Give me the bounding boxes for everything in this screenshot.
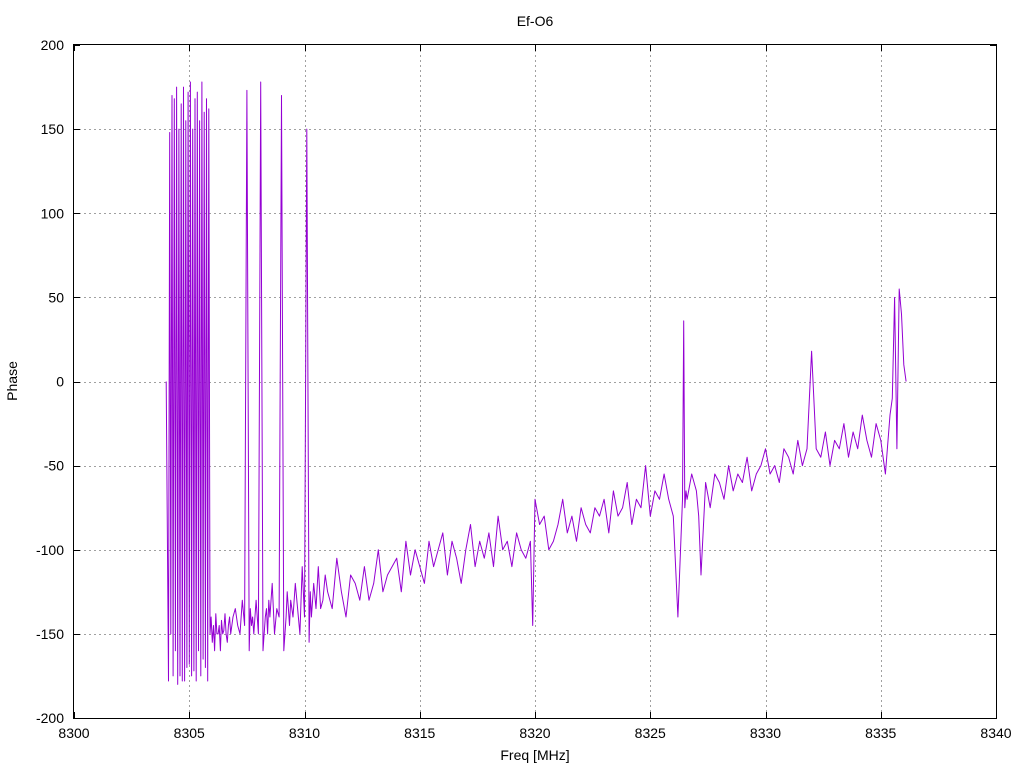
x-axis-label: Freq [MHz] <box>500 747 569 763</box>
y-tick-label: -50 <box>44 458 64 474</box>
y-tick-label: -200 <box>36 710 64 726</box>
y-tick-label: -100 <box>36 542 64 558</box>
x-tick-label: 8335 <box>865 725 896 741</box>
y-tick-label: 100 <box>41 205 65 221</box>
data-series <box>165 81 907 685</box>
y-tick-label: 0 <box>56 374 64 390</box>
y-tick-label: -150 <box>36 626 64 642</box>
y-tick-label: 50 <box>48 289 64 305</box>
x-tick-label: 8305 <box>174 725 205 741</box>
x-tick-label: 8300 <box>58 725 89 741</box>
x-tick-label: 8340 <box>980 725 1011 741</box>
x-tick-label: 8330 <box>750 725 781 741</box>
chart-title: Ef-O6 <box>517 13 554 29</box>
x-tick-label: 8315 <box>404 725 435 741</box>
y-tick-label: 200 <box>41 37 65 53</box>
x-tick-label: 8325 <box>635 725 666 741</box>
series-line-0 <box>165 81 907 685</box>
x-tick-label: 8310 <box>289 725 320 741</box>
grid-lines <box>74 45 996 718</box>
tick-labels: 8300 8305 8310 8315 8320 8325 8330 8335 8340 -200… <box>36 37 1012 741</box>
y-axis-label: Phase <box>4 361 20 401</box>
x-tick-label: 8320 <box>519 725 550 741</box>
y-tick-label: 150 <box>41 121 65 137</box>
plot-frame <box>73 44 997 719</box>
